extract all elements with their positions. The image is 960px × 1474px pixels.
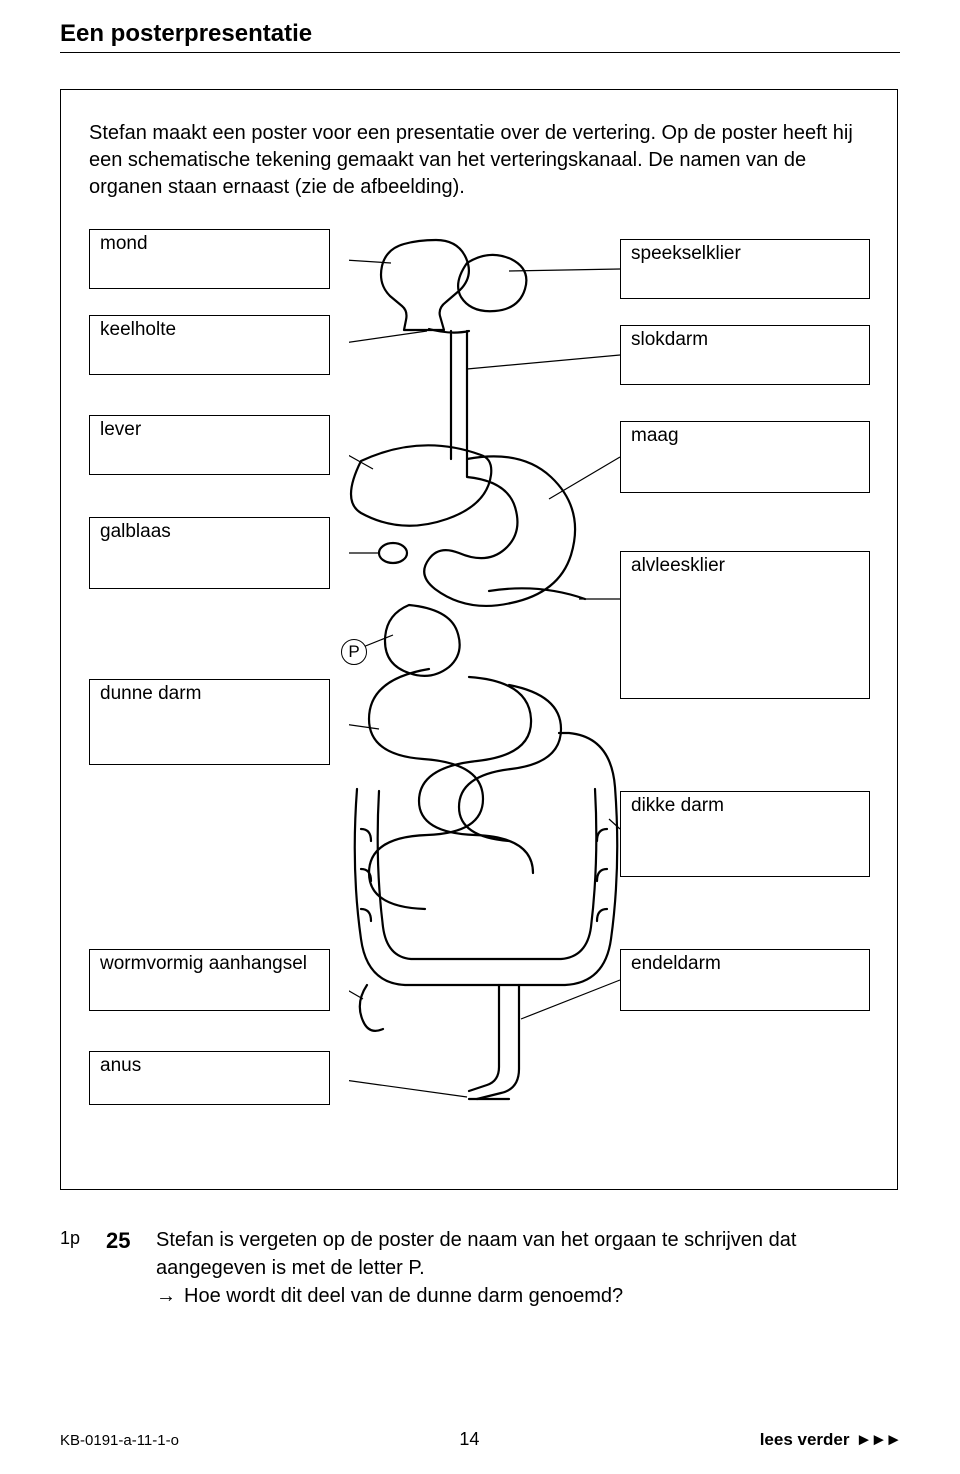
- footer-doc-code: KB-0191-a-11-1-o: [60, 1432, 179, 1449]
- p-marker: P: [341, 639, 367, 665]
- page-footer: KB-0191-a-11-1-o 14 lees verder ►►►: [60, 1429, 900, 1450]
- question-text-line2: Hoe wordt dit deel van de dunne darm gen…: [156, 1282, 900, 1310]
- label-keelholte: keelholte: [89, 315, 330, 375]
- content-frame: Stefan maakt een poster voor een present…: [60, 89, 898, 1190]
- section-title: Een posterpresentatie: [60, 20, 900, 53]
- footer-continue: lees verder ►►►: [760, 1430, 900, 1450]
- label-dunne-darm: dunne darm: [89, 679, 330, 765]
- label-wormvormig-aanhangsel: wormvormig aanhangsel: [89, 949, 330, 1011]
- question-text-line1: Stefan is vergeten op de poster de naam …: [156, 1226, 900, 1282]
- label-anus: anus: [89, 1051, 330, 1105]
- label-speekselklier: speekselklier: [620, 239, 870, 299]
- question-points: 1p: [60, 1226, 106, 1310]
- intro-text: Stefan maakt een poster voor een present…: [89, 120, 869, 201]
- anatomy-diagram: mond speekselklier keelholte slokdarm le…: [89, 229, 871, 1149]
- label-endeldarm: endeldarm: [620, 949, 870, 1011]
- question-row: 1p 25 Stefan is vergeten op de poster de…: [60, 1226, 900, 1310]
- label-maag: maag: [620, 421, 870, 493]
- label-lever: lever: [89, 415, 330, 475]
- label-galblaas: galblaas: [89, 517, 330, 589]
- question-number: 25: [106, 1226, 156, 1310]
- label-alvleesklier: alvleesklier: [620, 551, 870, 699]
- triangle-icon: ►►►: [856, 1430, 900, 1449]
- footer-continue-text: lees verder: [760, 1430, 850, 1449]
- label-mond: mond: [89, 229, 330, 289]
- footer-page-number: 14: [459, 1429, 479, 1450]
- digestive-tract-svg: [349, 229, 649, 1149]
- label-slokdarm: slokdarm: [620, 325, 870, 385]
- label-dikke-darm: dikke darm: [620, 791, 870, 877]
